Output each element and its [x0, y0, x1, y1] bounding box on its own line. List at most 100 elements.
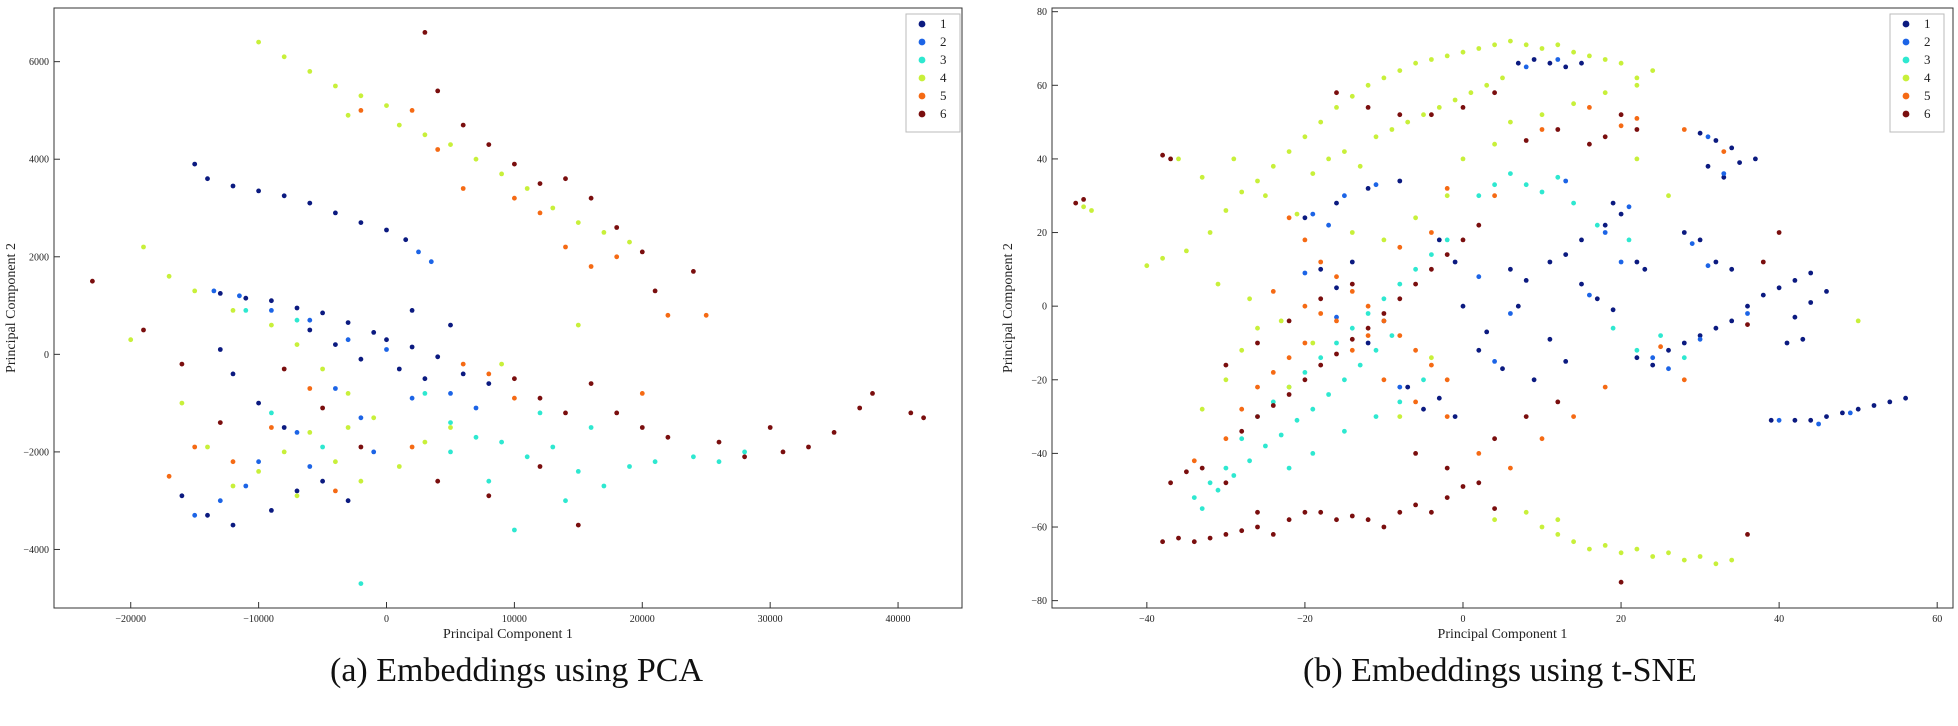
- scatter-point-class-1: [403, 237, 409, 243]
- scatter-point-class-3: [473, 434, 479, 440]
- scatter-point-class-6: [537, 181, 543, 187]
- scatter-point-class-6: [1081, 197, 1086, 202]
- caption-pca: (a) Embeddings using PCA: [330, 652, 704, 689]
- scatter-point-class-4: [141, 244, 146, 250]
- scatter-point-class-5: [166, 473, 172, 479]
- scatter-point-class-5: [1365, 303, 1371, 309]
- scatter-point-class-1: [409, 308, 415, 313]
- scatter-point-class-1: [1563, 64, 1569, 70]
- scatter-point-class-6: [1555, 127, 1561, 132]
- legend-label: 4: [940, 70, 947, 85]
- scatter-point-class-6: [1460, 484, 1466, 489]
- scatter-point-class-3: [1318, 355, 1324, 361]
- scatter-point-class-3: [1508, 171, 1513, 177]
- scatter-point-class-5: [409, 444, 415, 450]
- scatter-point-class-4: [1650, 554, 1656, 559]
- scatter-point-class-1: [230, 371, 236, 377]
- scatter-point-class-4: [281, 54, 287, 60]
- scatter-point-class-4: [1278, 318, 1284, 324]
- scatter-point-class-6: [1073, 200, 1079, 206]
- scatter-point-class-5: [588, 264, 594, 269]
- scatter-point-class-4: [1286, 149, 1292, 155]
- scatter-point-class-3: [1681, 355, 1687, 361]
- scatter-point-class-2: [416, 249, 421, 255]
- scatter-point-class-4: [1405, 119, 1411, 125]
- scatter-point-class-4: [1618, 60, 1624, 66]
- scatter-point-class-1: [1610, 307, 1616, 313]
- scatter-point-class-4: [1500, 75, 1505, 81]
- scatter-point-class-3: [1476, 193, 1482, 199]
- scatter-point-class-4: [1223, 208, 1229, 213]
- scatter-point-class-5: [1302, 303, 1308, 309]
- scatter-point-class-1: [1318, 266, 1324, 272]
- scatter-point-class-6: [1365, 105, 1371, 110]
- y-tick-label: −4000: [23, 545, 49, 556]
- scatter-point-class-4: [166, 273, 172, 279]
- scatter-point-class-1: [1515, 303, 1521, 309]
- scatter-point-class-4: [230, 483, 236, 489]
- scatter-point-class-4: [256, 469, 261, 474]
- scatter-point-class-2: [1689, 241, 1695, 247]
- scatter-point-class-1: [307, 200, 313, 206]
- scatter-point-class-4: [1286, 384, 1292, 390]
- scatter-point-class-6: [1413, 281, 1418, 287]
- scatter-point-class-3: [601, 483, 607, 489]
- scatter-point-class-2: [269, 308, 274, 313]
- scatter-point-class-6: [806, 444, 811, 450]
- scatter-point-class-1: [1531, 57, 1537, 62]
- scatter-point-class-1: [205, 512, 210, 518]
- scatter-point-class-3: [1429, 252, 1434, 257]
- scatter-point-class-4: [1429, 355, 1434, 361]
- scatter-point-class-3: [1571, 200, 1576, 206]
- x-tick-label: 40000: [886, 614, 911, 625]
- scatter-point-class-6: [1334, 517, 1339, 523]
- legend-marker: [918, 56, 926, 64]
- scatter-point-class-3: [1302, 370, 1308, 375]
- scatter-point-class-5: [563, 244, 568, 250]
- scatter-point-class-4: [1270, 163, 1276, 169]
- scatter-point-class-2: [1666, 366, 1671, 372]
- scatter-point-class-1: [1634, 259, 1640, 265]
- scatter-point-class-4: [1144, 263, 1150, 269]
- scatter-point-class-4: [333, 83, 338, 89]
- scatter-point-class-3: [691, 454, 696, 460]
- scatter-point-class-6: [870, 391, 875, 396]
- scatter-point-class-6: [831, 430, 837, 435]
- scatter-point-class-2: [1618, 259, 1624, 265]
- scatter-point-class-4: [294, 342, 300, 347]
- scatter-point-class-1: [1579, 237, 1584, 243]
- scatter-point-class-5: [1302, 340, 1308, 346]
- scatter-point-class-6: [1349, 281, 1355, 287]
- plot-frame: [53, 7, 963, 609]
- scatter-point-class-5: [1618, 123, 1624, 129]
- scatter-point-class-6: [1223, 532, 1229, 537]
- scatter-point-class-2: [1721, 171, 1727, 177]
- y-tick-label: 0: [44, 350, 49, 361]
- scatter-point-class-6: [460, 122, 466, 128]
- y-tick-label: 40: [1037, 154, 1047, 165]
- scatter-point-class-2: [1476, 274, 1482, 280]
- scatter-point-class-1: [1610, 200, 1616, 206]
- scatter-point-class-5: [1681, 127, 1687, 132]
- scatter-point-class-3: [1373, 414, 1379, 419]
- scatter-point-class-3: [524, 454, 530, 460]
- scatter-point-class-6: [512, 161, 517, 167]
- scatter-point-class-4: [601, 230, 607, 235]
- scatter-point-class-1: [1903, 395, 1908, 401]
- scatter-point-class-5: [1587, 105, 1592, 110]
- scatter-point-class-5: [1602, 384, 1608, 390]
- scatter-point-class-1: [281, 193, 287, 199]
- scatter-point-class-1: [1334, 200, 1339, 206]
- scatter-point-class-4: [128, 337, 134, 343]
- scatter-point-class-4: [256, 39, 261, 45]
- scatter-point-class-1: [179, 493, 185, 499]
- scatter-point-class-6: [1334, 351, 1339, 357]
- scatter-point-class-6: [486, 493, 492, 499]
- scatter-point-class-4: [1508, 38, 1513, 44]
- scatter-point-class-5: [486, 371, 492, 377]
- scatter-point-class-1: [1547, 60, 1553, 66]
- scatter-point-class-6: [1191, 539, 1197, 545]
- scatter-point-class-2: [345, 337, 351, 343]
- scatter-point-class-3: [1326, 392, 1331, 397]
- scatter-point-class-1: [1697, 237, 1703, 243]
